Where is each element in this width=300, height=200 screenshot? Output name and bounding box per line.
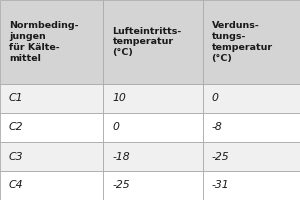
Bar [103,84,202,113]
Bar [0,171,103,200]
Bar [0,0,103,84]
Bar [202,113,300,142]
Text: -25: -25 [212,152,229,162]
Bar [0,113,103,142]
Text: C3: C3 [9,152,23,162]
Text: -31: -31 [212,180,229,190]
Text: C4: C4 [9,180,23,190]
Text: -8: -8 [212,122,222,132]
Bar [0,84,103,113]
Text: 10: 10 [112,93,126,103]
Bar [202,84,300,113]
Text: 0: 0 [212,93,218,103]
Bar [103,0,202,84]
Text: -25: -25 [112,180,130,190]
Text: Verduns-
tungs-
temperatur
(°C): Verduns- tungs- temperatur (°C) [212,21,273,63]
Bar [103,142,202,171]
Text: 0: 0 [112,122,119,132]
Bar [202,171,300,200]
Bar [202,0,300,84]
Bar [103,171,202,200]
Bar [202,142,300,171]
Text: -18: -18 [112,152,130,162]
Bar [103,113,202,142]
Text: C1: C1 [9,93,23,103]
Bar [0,142,103,171]
Text: Normbeding-
jungen
für Kälte-
mittel: Normbeding- jungen für Kälte- mittel [9,21,79,63]
Text: Lufteintritts-
temperatur
(°C): Lufteintritts- temperatur (°C) [112,27,182,57]
Text: C2: C2 [9,122,23,132]
